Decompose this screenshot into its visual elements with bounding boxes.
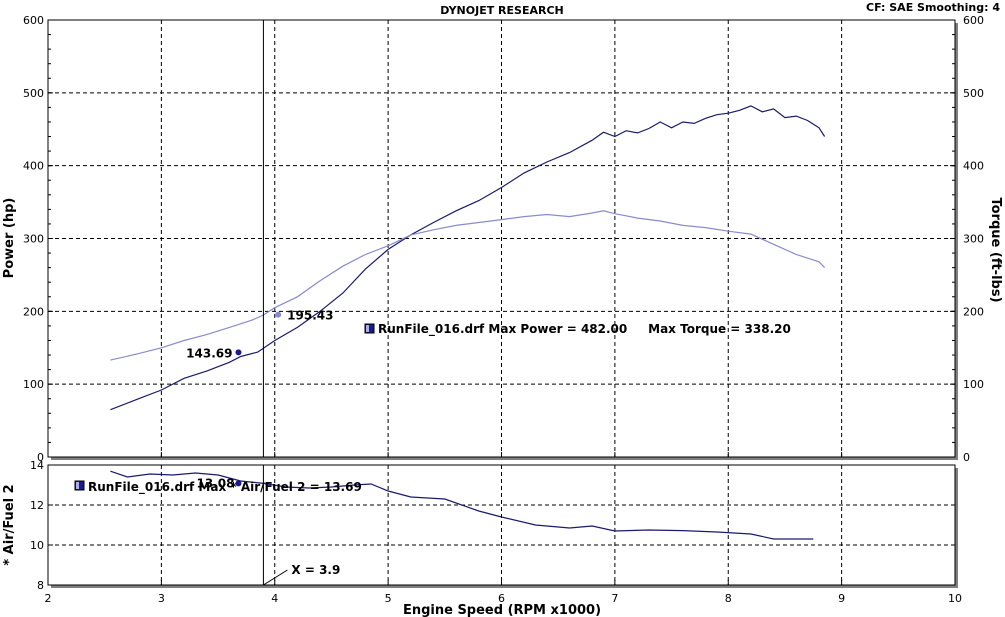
y-axis-title-torque: Torque (ft-lbs) [988, 197, 1003, 302]
y-tick-label-afr: 10 [30, 539, 44, 552]
power-series-line [110, 105, 826, 411]
x-tick-label: 7 [611, 592, 618, 605]
y-tick-label-power: 200 [23, 305, 44, 318]
y-tick-label-afr: 8 [37, 579, 44, 592]
x-tick-label: 3 [158, 592, 165, 605]
y-tick-label-torque: 500 [963, 87, 984, 100]
afr-cursor-marker [235, 480, 242, 487]
max-legend-swatch [364, 323, 375, 334]
chart-title: DYNOJET RESEARCH [440, 4, 563, 17]
y-axis-title-afr: * Air/Fuel 2 [2, 484, 17, 565]
y-tick-label-power: 100 [23, 378, 44, 391]
max-legend-swatch-highlight [366, 325, 369, 332]
x-tick-label: 6 [498, 592, 505, 605]
max-legend-label: RunFile_016.drf Max Power = 482.00 Max T… [378, 322, 791, 337]
y-tick-label-torque: 100 [963, 378, 984, 391]
y-tick-label-torque: 400 [963, 160, 984, 173]
afr-legend-label: RunFile_016.drf Max * Air/Fuel 2 = 13.69 [88, 480, 362, 495]
y-tick-label-power: 500 [23, 87, 44, 100]
afr-cursor-value: 13.08 [197, 476, 235, 490]
afr-series-line [110, 470, 814, 540]
power-cursor-marker [235, 349, 242, 356]
y-tick-label-power: 600 [23, 14, 44, 27]
afr-ticks: 2 3 4 5 6 7 8 9 10 8 10 12 14 [30, 459, 962, 605]
torque-cursor-value: 195.43 [287, 309, 333, 323]
x-tick-label: 5 [385, 592, 392, 605]
x-tick-label: 8 [725, 592, 732, 605]
y-tick-label-torque: 600 [963, 14, 984, 27]
main-ticks: 0 100 200 300 400 500 600 0 100 200 300 400 500 600 [23, 14, 984, 464]
afr-legend-swatch [74, 480, 85, 491]
x-tick-label: 4 [271, 592, 278, 605]
x-tick-label: 9 [838, 592, 845, 605]
y-axis-title-power: Power (hp) [2, 198, 17, 279]
y-tick-label-torque: 300 [963, 233, 984, 246]
torque-cursor-marker [275, 311, 282, 318]
x-tick-label: 2 [45, 592, 52, 605]
settings-label: CF: SAE Smoothing: 4 [866, 1, 1000, 14]
y-tick-label-power: 300 [23, 233, 44, 246]
y-tick-label-torque: 200 [963, 305, 984, 318]
y-tick-label-power: 400 [23, 160, 44, 173]
afr-legend[interactable]: RunFile_016.drf Max * Air/Fuel 2 = 13.69 [74, 480, 362, 495]
cursor-pointer-line [263, 569, 288, 586]
max-legend[interactable]: RunFile_016.drf Max Power = 482.00 Max T… [364, 322, 791, 337]
series-layer [110, 105, 826, 540]
main-grid [48, 20, 955, 457]
y-tick-label-torque: 0 [963, 451, 970, 464]
power-cursor-value: 143.69 [186, 346, 232, 360]
x-tick-label: 10 [948, 592, 962, 605]
cursor-x-label: X = 3.9 [291, 563, 340, 577]
x-axis-title: Engine Speed (RPM x1000) [403, 603, 601, 617]
afr-grid [48, 465, 955, 585]
y-tick-label-afr: 14 [30, 459, 44, 472]
y-tick-label-afr: 12 [30, 499, 44, 512]
torque-series-line [110, 210, 826, 361]
afr-legend-swatch-highlight [76, 482, 79, 489]
y-tick-label-power: 0 [37, 451, 44, 464]
